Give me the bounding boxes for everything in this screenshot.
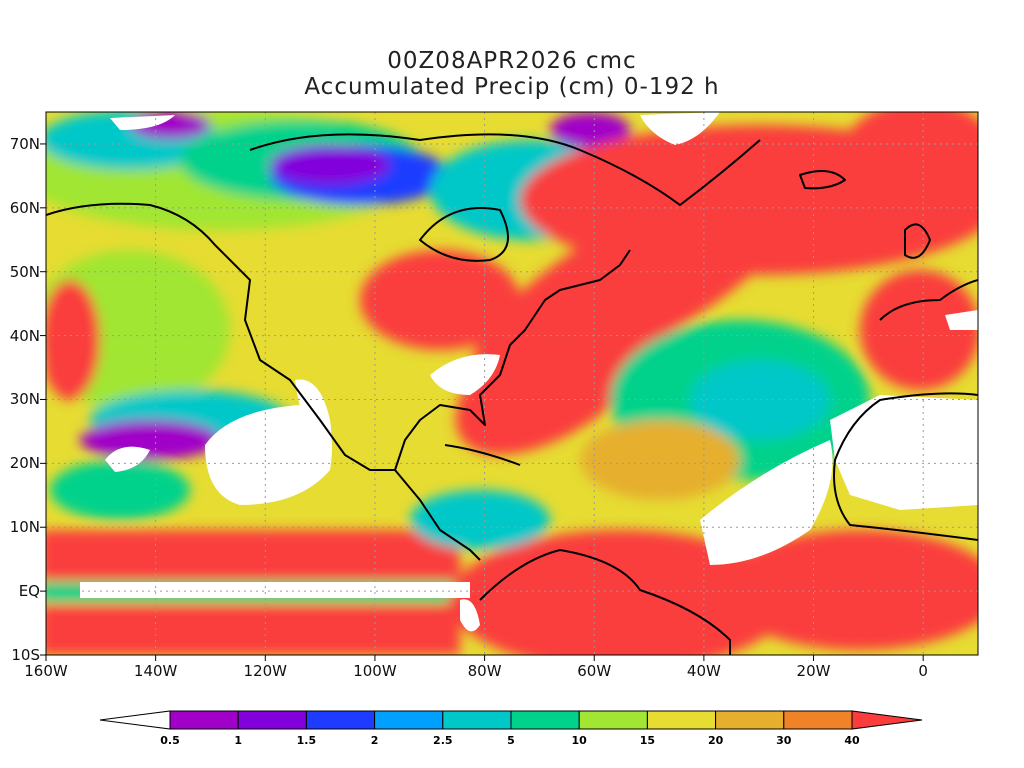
dry-regions	[80, 112, 978, 632]
colorbar-label: 1	[234, 734, 243, 747]
coastline-hudson	[419, 207, 509, 262]
colorbar	[99, 710, 923, 730]
colorbar-swatch	[578, 710, 648, 730]
colorbar-swatch	[442, 710, 512, 730]
colorbar-swatch	[305, 710, 376, 730]
dry-region	[640, 112, 720, 145]
precip-blob	[580, 420, 740, 500]
colorbar-swatch	[783, 710, 853, 730]
precip-blob	[46, 605, 460, 655]
map-frame	[45, 111, 979, 656]
lat-tick-label: 10N	[9, 518, 40, 537]
lon-tick-label: 100W	[353, 662, 397, 680]
precip-blob	[840, 112, 978, 220]
colorbar-label: 15	[639, 734, 656, 747]
lat-tick-label: 40N	[9, 326, 40, 345]
lat-tick-label: 30N	[9, 390, 40, 409]
dry-region	[205, 405, 332, 505]
coastline-iceland	[799, 170, 846, 190]
lon-tick-label: 140W	[133, 662, 178, 680]
lon-tick-label: 80W	[467, 662, 502, 680]
colorbar-swatch	[510, 710, 580, 730]
lat-tick-label: 60N	[9, 198, 40, 217]
precip-blob	[46, 280, 100, 400]
dry-region	[430, 354, 500, 395]
dry-region	[945, 310, 978, 330]
colorbar-high-triangle	[851, 710, 923, 730]
precip-blob	[860, 270, 978, 390]
precip-blob	[690, 360, 830, 440]
dry-region	[460, 599, 480, 632]
lon-tick-label: 60W	[577, 662, 612, 680]
precip-blob	[80, 420, 220, 460]
precip-blob	[550, 112, 630, 148]
precip-blob	[50, 460, 190, 520]
dry-region	[105, 446, 150, 472]
colorbar-label: 1.5	[296, 734, 317, 747]
coastline-arctic	[249, 133, 761, 206]
coastlines	[46, 133, 978, 655]
coastline-south-america	[479, 549, 731, 655]
lon-tick-label: 0	[918, 662, 928, 680]
colorbar-label: 40	[844, 734, 860, 747]
colorbar-low-triangle	[99, 710, 171, 730]
lat-tick-label: 20N	[9, 454, 40, 473]
chart-subtitle: Accumulated Precip (cm) 0-192 h	[304, 74, 720, 100]
dry-region	[830, 395, 978, 510]
coastline-africa	[833, 392, 978, 541]
coastline-europe	[879, 279, 978, 321]
precip-field	[46, 112, 978, 655]
colorbar-label: 5	[507, 734, 515, 747]
dry-region	[80, 582, 470, 598]
precip-blob	[720, 530, 978, 650]
lat-tick-label: 10S	[11, 646, 40, 664]
precip-blob	[270, 145, 390, 185]
coastline-uk	[904, 223, 931, 259]
coastline-cuba	[444, 444, 521, 466]
lat-tick-label: 50N	[9, 262, 40, 281]
lat-tick-label: 70N	[9, 134, 40, 153]
colorbar-swatch	[374, 710, 444, 730]
lon-tick-label: 120W	[243, 662, 288, 680]
lon-tick-label: 40W	[686, 662, 721, 680]
lon-tick-label: 20W	[796, 662, 831, 680]
dry-region	[700, 440, 833, 565]
chart-title: 00Z08APR2026 cmc	[387, 48, 637, 74]
lon-tick-label: 160W	[24, 662, 68, 680]
colorbar-label: 0.5	[160, 734, 180, 747]
coastline-gulf	[394, 249, 631, 471]
colorbar-swatch	[169, 710, 239, 730]
dry-region	[110, 115, 175, 130]
colorbar-label: 10	[571, 734, 587, 747]
precip-blob	[360, 250, 520, 350]
coastline-north-america	[46, 202, 481, 561]
precip-blob	[455, 285, 665, 455]
colorbar-label: 30	[776, 734, 792, 747]
precip-blob	[450, 530, 790, 655]
colorbar-swatch	[646, 710, 717, 730]
colorbar-swatch	[237, 710, 307, 730]
precip-blob	[46, 530, 460, 580]
colorbar-swatch	[715, 710, 785, 730]
colorbar-label: 2.5	[433, 734, 453, 747]
colorbar-label: 2	[370, 734, 379, 747]
colorbar-label: 20	[707, 734, 724, 747]
lat-tick-label: EQ	[18, 582, 40, 601]
precip-blob	[410, 490, 550, 550]
